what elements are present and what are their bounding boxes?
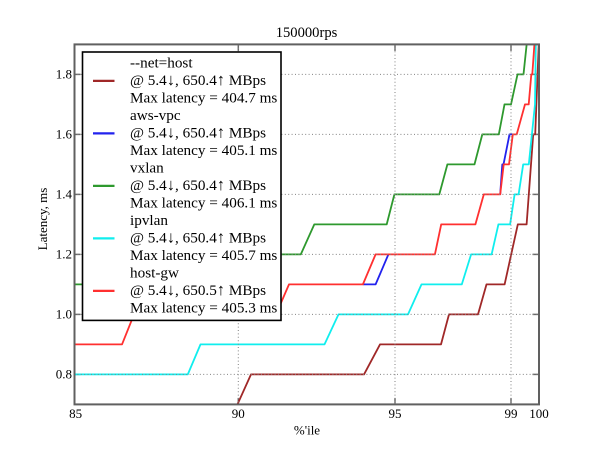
svg-text:%'ile: %'ile [294, 423, 320, 438]
svg-text:aws-vpc: aws-vpc [130, 107, 181, 124]
svg-text:100: 100 [529, 406, 549, 421]
svg-text:Max latency = 406.1 ms: Max latency = 406.1 ms [130, 195, 277, 212]
svg-text:--net=host: --net=host [130, 55, 193, 72]
svg-text:@ 5.4↓, 650.4↑ MBps: @ 5.4↓, 650.4↑ MBps [130, 228, 266, 247]
svg-text:1.6: 1.6 [56, 127, 73, 142]
svg-text:1.0: 1.0 [56, 307, 72, 322]
svg-text:vxlan: vxlan [130, 160, 164, 177]
svg-text:@ 5.4↓, 650.4↑ MBps: @ 5.4↓, 650.4↑ MBps [130, 70, 266, 89]
svg-text:1.2: 1.2 [56, 247, 72, 262]
svg-text:0.8: 0.8 [56, 367, 72, 382]
svg-text:85: 85 [69, 406, 82, 421]
svg-text:95: 95 [389, 406, 402, 421]
svg-text:Max latency = 405.3 ms: Max latency = 405.3 ms [130, 300, 277, 317]
svg-text:Max latency = 405.7 ms: Max latency = 405.7 ms [130, 247, 277, 264]
svg-text:@ 5.4↓, 650.4↑ MBps: @ 5.4↓, 650.4↑ MBps [130, 123, 266, 142]
svg-text:Max latency = 404.7 ms: Max latency = 404.7 ms [130, 90, 277, 107]
svg-text:Latency, ms: Latency, ms [35, 188, 50, 251]
svg-text:host-gw: host-gw [130, 265, 179, 282]
svg-text:99: 99 [505, 406, 518, 421]
svg-text:ipvlan: ipvlan [130, 212, 168, 229]
svg-text:@ 5.4↓, 650.5↑ MBps: @ 5.4↓, 650.5↑ MBps [130, 280, 266, 299]
svg-text:@ 5.4↓, 650.4↑ MBps: @ 5.4↓, 650.4↑ MBps [130, 175, 266, 194]
svg-text:150000rps: 150000rps [276, 25, 338, 41]
svg-text:Max latency = 405.1 ms: Max latency = 405.1 ms [130, 142, 277, 159]
svg-text:1.4: 1.4 [56, 187, 73, 202]
svg-text:90: 90 [232, 406, 245, 421]
svg-text:1.8: 1.8 [56, 67, 72, 82]
